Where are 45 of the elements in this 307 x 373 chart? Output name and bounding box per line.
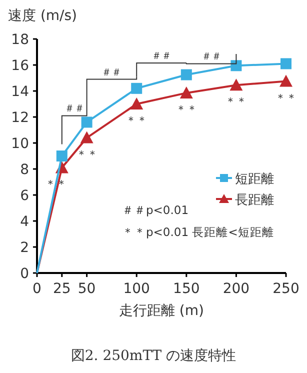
point [131,82,142,94]
y-tick-label: 4 [20,214,30,230]
x-tick-label: 150 [173,281,200,297]
point [230,78,243,91]
point [180,69,192,80]
point [280,74,292,87]
annotation: ＊＊ [275,91,297,104]
x-tick-label: 25 [52,281,71,297]
y-axis-title: 速度 (m/s) [8,8,78,24]
annotation: ＊＊ [225,95,248,108]
x-tick-label: 200 [222,281,250,297]
annotation: ＊＊ [76,148,98,161]
x-tick-label: 100 [123,281,150,297]
legend-label: 短距離 [235,172,274,187]
x-axis-title: 走行距離 (m) [118,303,204,319]
y-tick-label: 12 [11,110,29,126]
y-tick-label: 6 [20,188,30,204]
annotation: ＃＃ [102,67,122,78]
annotation: ＊＊ [175,102,198,116]
annotation: ＊＊ [126,114,148,127]
y-tick-label: 2 [20,240,29,256]
annotation: ＊＊p<0.01 長距離<短距離 [122,225,274,239]
y-tick-label: 18 [11,32,29,48]
y-tick-label: 10 [11,136,29,152]
point [280,58,292,70]
point [180,86,193,98]
annotation: ＃＃p<0.01 [122,203,189,217]
x-tick-label: 0 [32,281,42,297]
annotation: ＊＊ [44,178,67,191]
x-tick-label: 50 [78,281,96,297]
legend-label: 長距離 [235,193,274,208]
annotation: ＃＃ [152,51,172,62]
caption: 図2. 250mTT の速度特性 [70,348,236,364]
point [230,60,242,72]
point [80,131,94,144]
point [130,98,144,110]
point [56,150,68,162]
annotation: ＃＃ [64,104,84,115]
x-tick-label: 250 [272,281,300,297]
y-tick-label: 0 [20,266,29,282]
y-tick-label: 14 [11,84,30,100]
point [81,116,92,128]
y-tick-label: 8 [20,162,29,178]
y-tick-label: 16 [11,58,30,74]
annotation: ＃＃ [201,52,222,63]
